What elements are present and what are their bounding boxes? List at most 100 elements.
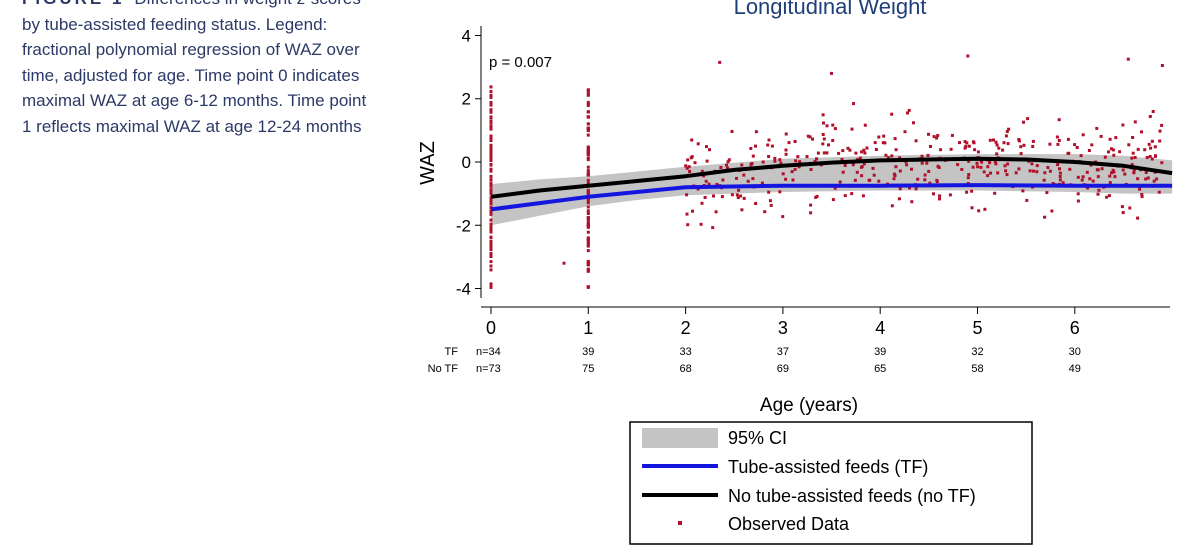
observed-point <box>966 54 970 58</box>
observed-point <box>700 201 704 205</box>
observed-point <box>736 196 740 200</box>
y-tick-label: -4 <box>456 280 471 299</box>
observed-point <box>1026 117 1030 121</box>
observed-point <box>1158 139 1162 143</box>
n-table-value: 49 <box>1069 363 1081 375</box>
observed-point <box>822 137 826 141</box>
observed-point <box>489 239 493 243</box>
observed-point <box>1056 142 1060 146</box>
observed-point <box>489 224 493 228</box>
observed-point <box>489 90 493 94</box>
observed-point <box>1001 148 1005 152</box>
observed-point <box>489 212 493 216</box>
observed-point <box>1112 170 1116 174</box>
observed-point <box>489 227 493 231</box>
observed-point <box>808 135 812 139</box>
observed-point <box>798 160 802 164</box>
observed-point <box>840 158 844 161</box>
observed-point <box>586 189 590 193</box>
observed-point <box>1014 171 1018 175</box>
observed-point <box>1108 137 1112 141</box>
observed-point <box>1032 169 1035 173</box>
observed-point <box>874 148 878 151</box>
observed-point <box>932 135 936 139</box>
observed-point <box>586 115 590 119</box>
observed-point <box>691 209 694 213</box>
observed-point <box>907 108 911 112</box>
tf-line <box>490 183 1173 212</box>
observed-point <box>1088 177 1092 181</box>
observed-point <box>995 143 999 147</box>
observed-point <box>489 101 493 104</box>
observed-point <box>489 85 493 89</box>
observed-point <box>773 156 777 160</box>
observed-point <box>586 249 590 253</box>
observed-point <box>1081 133 1085 137</box>
observed-point <box>850 127 854 131</box>
observed-point <box>718 60 722 64</box>
observed-point <box>809 168 813 171</box>
observed-point <box>778 158 782 162</box>
observed-point <box>906 111 909 115</box>
legend-label-observed: Observed Data <box>728 514 850 534</box>
observed-point <box>914 139 918 143</box>
observed-point <box>841 170 845 174</box>
observed-point <box>685 193 689 197</box>
observed-point <box>1111 148 1115 152</box>
observed-point <box>897 197 901 201</box>
observed-point <box>938 194 942 198</box>
observed-point <box>489 155 493 159</box>
observed-point <box>489 268 493 272</box>
observed-point <box>489 236 493 239</box>
observed-point <box>489 178 493 182</box>
observed-point <box>1140 195 1144 199</box>
observed-point <box>586 191 590 195</box>
legend-label-tf: Tube-assisted feeds (TF) <box>728 457 928 477</box>
observed-point <box>784 148 788 152</box>
observed-point <box>1058 171 1062 175</box>
observed-point <box>1144 171 1148 174</box>
observed-point <box>1046 166 1050 169</box>
observed-point <box>964 144 968 148</box>
observed-point <box>822 121 825 125</box>
observed-point <box>1057 118 1061 122</box>
observed-point <box>586 178 590 182</box>
observed-point <box>586 193 590 197</box>
observed-point <box>1121 168 1125 172</box>
observed-point <box>898 169 902 173</box>
observed-point <box>1076 199 1080 203</box>
observed-point <box>1147 142 1151 146</box>
observed-point <box>970 189 974 193</box>
observed-point <box>586 218 590 222</box>
observed-point <box>793 140 797 143</box>
observed-point <box>1107 150 1110 154</box>
observed-point <box>781 172 785 176</box>
observed-point <box>796 155 800 159</box>
observed-point <box>1073 143 1077 147</box>
observed-point <box>489 218 493 222</box>
observed-point <box>976 165 980 169</box>
observed-point <box>882 134 886 138</box>
observed-point <box>1136 147 1140 151</box>
observed-point <box>1031 139 1035 143</box>
observed-point <box>489 157 493 161</box>
observed-point <box>586 268 590 271</box>
observed-point <box>989 171 992 175</box>
observed-point <box>684 164 688 168</box>
observed-point <box>797 165 801 169</box>
observed-point <box>830 71 833 75</box>
observed-point <box>586 110 590 114</box>
observed-point <box>890 112 894 116</box>
observed-point <box>1043 215 1047 219</box>
observed-point <box>914 187 918 191</box>
observed-point <box>936 134 940 137</box>
observed-point <box>1150 139 1154 143</box>
observed-point <box>767 138 771 142</box>
observed-point <box>1160 64 1164 67</box>
observed-point <box>740 208 744 212</box>
observed-point <box>833 127 837 131</box>
observed-point <box>489 252 493 255</box>
observed-point <box>586 212 590 215</box>
observed-point <box>958 141 961 145</box>
